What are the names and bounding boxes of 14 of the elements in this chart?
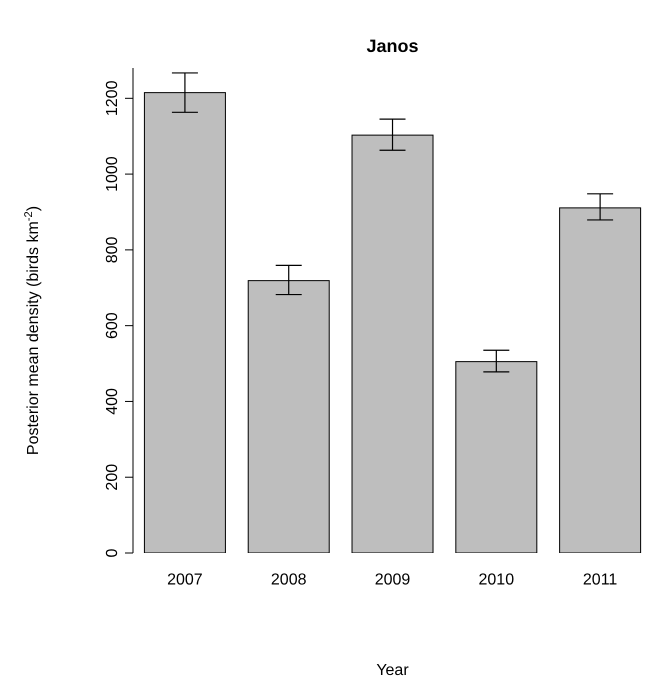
y-tick-label: 200 — [104, 464, 121, 491]
y-tick-label: 1200 — [104, 80, 121, 116]
x-axis-title: Year — [376, 662, 410, 679]
x-tick-label: 2011 — [582, 571, 618, 588]
x-tick-label: 2007 — [167, 571, 203, 588]
y-tick-label: 0 — [104, 548, 121, 558]
y-tick-label: 400 — [104, 388, 121, 415]
x-tick-label: 2008 — [270, 571, 307, 588]
y-tick-label: 1000 — [104, 156, 121, 192]
x-tick-label: 2009 — [374, 571, 410, 588]
chart-title: Janos — [366, 36, 419, 56]
x-tick-label: 2010 — [478, 571, 514, 588]
y-tick-label: 800 — [104, 236, 121, 264]
y-tick-label: 600 — [104, 312, 121, 340]
